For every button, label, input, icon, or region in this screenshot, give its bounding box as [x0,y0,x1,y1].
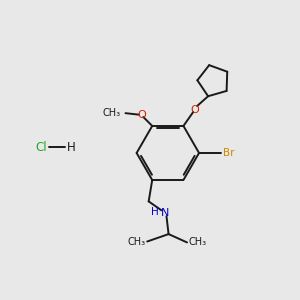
Text: Cl: Cl [36,140,47,154]
Text: Br: Br [223,148,234,158]
Text: O: O [190,105,199,115]
Text: H: H [67,140,76,154]
Text: N: N [161,208,169,218]
Text: CH₃: CH₃ [103,108,121,118]
Text: H: H [151,207,158,217]
Text: O: O [137,110,146,120]
Text: CH₃: CH₃ [128,236,146,247]
Text: CH₃: CH₃ [188,237,207,248]
